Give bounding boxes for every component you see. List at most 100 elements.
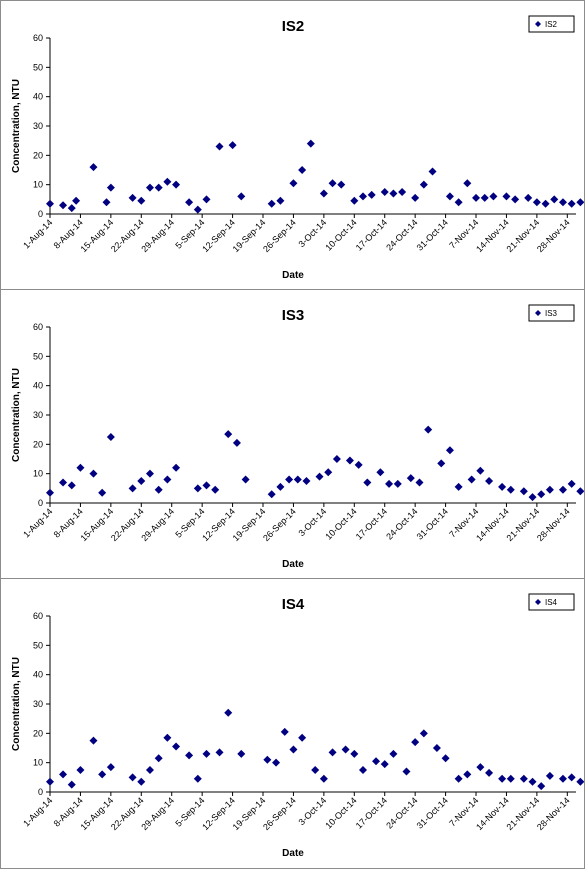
x-tick-label: 26-Sep-14 <box>261 795 298 832</box>
legend-marker <box>535 21 541 27</box>
data-point <box>511 195 520 204</box>
data-point <box>272 758 281 767</box>
chart-title: IS4 <box>282 596 305 613</box>
data-point <box>202 195 211 204</box>
data-point <box>437 459 446 468</box>
data-point <box>285 475 294 484</box>
data-point <box>154 485 163 494</box>
x-tick-label: 17-Oct-14 <box>354 217 389 252</box>
data-point <box>576 487 584 496</box>
data-point <box>472 193 481 202</box>
data-point <box>467 475 476 484</box>
x-tick-label: 24-Oct-14 <box>384 506 419 541</box>
data-point <box>367 190 376 199</box>
data-point <box>185 751 194 760</box>
data-point <box>402 767 411 776</box>
data-point <box>298 733 307 742</box>
chart-panel-is3: IS3 0 10 20 30 40 50 60 1-Aug-14 8-Aug-14 15-Aug-1… <box>0 289 585 579</box>
data-point <box>454 198 463 207</box>
data-point <box>154 754 163 763</box>
data-point <box>324 468 333 477</box>
data-point <box>137 196 146 205</box>
x-tick-label: 28-Nov-14 <box>535 217 572 254</box>
data-point <box>332 455 341 463</box>
x-axis-title: Date <box>282 270 304 281</box>
y-axis-title: Concentration, NTU <box>11 657 22 751</box>
data-point <box>406 474 415 483</box>
data-point <box>345 456 354 465</box>
data-point <box>263 755 272 764</box>
data-point <box>393 479 402 488</box>
data-point <box>428 167 437 176</box>
x-tick-label: 29-Aug-14 <box>139 795 176 832</box>
data-point <box>350 749 359 758</box>
data-point <box>463 179 472 188</box>
data-point <box>59 478 68 487</box>
data-point <box>415 478 424 487</box>
data-point <box>532 198 541 207</box>
data-point <box>237 192 246 201</box>
data-point <box>267 490 276 499</box>
data-point <box>67 204 76 213</box>
y-tick-label: 10 <box>33 180 43 190</box>
data-point <box>137 477 146 485</box>
data-point <box>128 484 137 493</box>
data-point <box>172 742 181 751</box>
data-point <box>372 757 381 766</box>
x-tick-label: 31-Oct-14 <box>415 217 450 252</box>
data-point <box>411 738 420 747</box>
data-point <box>215 748 224 757</box>
data-point <box>441 754 450 763</box>
data-point <box>502 192 511 201</box>
data-point <box>89 736 98 745</box>
data-point <box>202 749 211 758</box>
data-point <box>98 770 107 779</box>
data-point <box>185 198 194 207</box>
data-point <box>524 193 533 202</box>
data-point <box>498 774 507 783</box>
data-point <box>59 201 68 210</box>
x-tick-label: 31-Oct-14 <box>415 506 450 541</box>
data-point <box>241 475 250 484</box>
y-tick-label: 50 <box>33 351 43 361</box>
data-point <box>293 475 302 484</box>
y-tick-label: 0 <box>38 209 43 219</box>
data-point <box>172 463 181 472</box>
y-tick-label: 60 <box>33 33 43 43</box>
data-point <box>424 425 433 434</box>
data-point <box>72 196 81 205</box>
data-point <box>576 198 584 207</box>
data-point <box>154 183 163 192</box>
chart-is4: IS401020304050601-Aug-148-Aug-1415-Aug-1… <box>11 593 584 859</box>
data-point <box>537 782 546 791</box>
data-point <box>232 438 241 447</box>
y-tick-label: 50 <box>33 62 43 72</box>
chart-panel-is2: IS2 0 10 20 30 40 50 60 1-Aug-14 8-Aug-14 15-Aug-1… <box>0 0 585 290</box>
data-point <box>280 727 289 736</box>
data-point <box>567 479 576 488</box>
data-point <box>193 205 202 214</box>
y-tick-label: 20 <box>33 150 43 160</box>
legend-marker <box>535 310 541 316</box>
data-point <box>98 488 107 497</box>
x-axis-title: Date <box>282 848 304 859</box>
x-axis-title: Date <box>282 559 304 570</box>
data-point <box>145 183 154 192</box>
data-point <box>380 760 389 769</box>
y-tick-label: 40 <box>33 670 43 680</box>
data-point <box>485 768 494 777</box>
data-point <box>89 469 98 478</box>
data-point <box>228 141 237 150</box>
data-point <box>306 139 315 148</box>
data-point <box>145 766 154 774</box>
data-point <box>163 475 172 484</box>
data-point <box>485 477 494 485</box>
data-point <box>480 193 489 202</box>
chart-title: IS3 <box>282 307 305 324</box>
x-tick-label: 10-Oct-14 <box>323 795 358 830</box>
chart-is2: IS201020304050601-Aug-148-Aug-1415-Aug-1… <box>11 15 584 281</box>
data-point <box>567 773 576 782</box>
data-point <box>319 189 328 198</box>
data-point <box>311 766 320 774</box>
data-point <box>389 749 398 758</box>
